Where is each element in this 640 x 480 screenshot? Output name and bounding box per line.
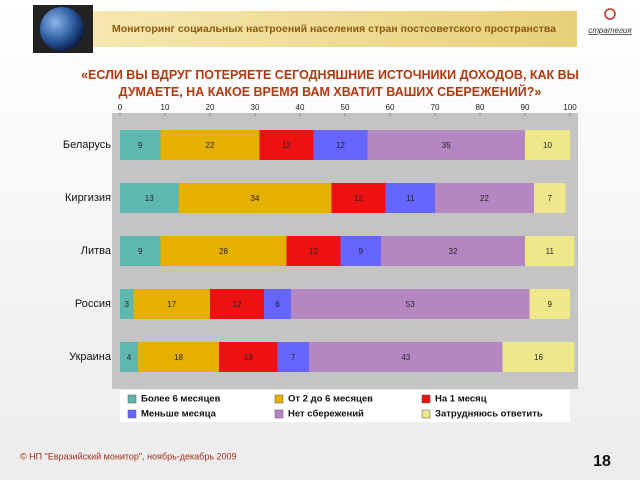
value-label: 35: [442, 141, 451, 150]
value-label: 12: [282, 141, 291, 150]
legend-box: [120, 390, 570, 422]
value-label: 4: [127, 353, 132, 362]
bar-segment: [160, 130, 260, 160]
y-tick-label: Киргизия: [65, 192, 111, 204]
logo: стратегия: [588, 26, 632, 35]
value-label: 7: [291, 353, 296, 362]
bar-segment: [525, 236, 575, 266]
value-label: 10: [543, 141, 552, 150]
logo-icon: [604, 8, 616, 20]
x-tick-label: 30: [251, 103, 260, 112]
x-tick-label: 0: [118, 103, 123, 112]
value-label: 13: [145, 194, 154, 203]
value-label: 43: [401, 353, 410, 362]
bar-segment: [286, 236, 341, 266]
bar-segment: [381, 236, 525, 266]
x-tick-label: 70: [431, 103, 440, 112]
bar-segment: [435, 183, 534, 213]
bar-segment: [340, 236, 381, 266]
y-tick-label: Беларусь: [63, 139, 111, 151]
bar-segment: [291, 289, 530, 319]
x-tick-label: 10: [161, 103, 170, 112]
legend-label: Затрудняюсь ответить: [435, 409, 543, 420]
value-label: 22: [206, 141, 215, 150]
value-label: 11: [546, 247, 555, 256]
chart-title: «ЕСЛИ ВЫ ВДРУГ ПОТЕРЯЕТЕ СЕГОДНЯШНИЕ ИСТ…: [81, 68, 579, 99]
bar-segment: [120, 289, 134, 319]
x-tick-label: 40: [296, 103, 305, 112]
value-label: 12: [233, 300, 242, 309]
value-label: 12: [336, 141, 345, 150]
value-label: 9: [359, 247, 364, 256]
legend-swatch: [127, 409, 137, 419]
x-tick-label: 50: [341, 103, 350, 112]
legend-label: Меньше месяца: [141, 409, 217, 420]
value-label: 18: [174, 353, 183, 362]
y-tick-label: Украина: [69, 351, 112, 363]
legend-swatch: [274, 409, 284, 419]
legend-label: Нет сбережений: [288, 409, 364, 420]
x-tick-label: 60: [386, 103, 395, 112]
bar-segment: [367, 130, 525, 160]
legend-swatch: [274, 394, 284, 404]
value-label: 3: [125, 300, 130, 309]
x-tick-label: 90: [521, 103, 530, 112]
value-label: 13: [244, 353, 253, 362]
bar-segment: [313, 130, 368, 160]
y-tick-label: Литва: [81, 245, 112, 257]
value-label: 28: [219, 247, 228, 256]
bar-segment: [133, 289, 210, 319]
value-label: 32: [449, 247, 458, 256]
header-title: Мониторинг социальных настроений населен…: [112, 23, 556, 35]
bar-segment: [502, 342, 575, 372]
bar-segment: [178, 183, 332, 213]
bar-segment: [160, 236, 287, 266]
bar-segment: [331, 183, 386, 213]
value-label: 17: [167, 300, 176, 309]
bar-segment: [210, 289, 264, 319]
globe: [40, 7, 84, 51]
bar-segment: [385, 183, 435, 213]
bar-segment: [529, 289, 570, 319]
value-label: 12: [309, 247, 318, 256]
value-label: 6: [275, 300, 280, 309]
value-label: 34: [251, 194, 260, 203]
bar-segment: [264, 289, 291, 319]
bar-segment: [525, 130, 570, 160]
bar-segment: [120, 130, 161, 160]
value-label: 22: [480, 194, 489, 203]
legend-swatch: [127, 394, 137, 404]
legend-swatch: [421, 409, 431, 419]
legend-label: На 1 месяц: [435, 394, 487, 405]
bar-segment: [120, 183, 179, 213]
x-tick-label: 100: [563, 103, 577, 112]
value-label: 12: [354, 194, 363, 203]
page-number: 18: [593, 453, 611, 470]
value-label: 7: [548, 194, 553, 203]
legend-swatch: [421, 394, 431, 404]
x-tick-label: 80: [476, 103, 485, 112]
bar-segment: [534, 183, 566, 213]
footer: © НП "Евразийский монитор", ноябрь-декаб…: [20, 451, 237, 461]
legend-label: Более 6 месяцев: [141, 394, 221, 405]
y-tick-label: Россия: [75, 298, 111, 310]
value-label: 16: [534, 353, 543, 362]
bar-segment: [120, 236, 161, 266]
x-tick-label: 20: [206, 103, 215, 112]
bar-segment: [138, 342, 219, 372]
value-label: 9: [138, 141, 143, 150]
value-label: 9: [138, 247, 143, 256]
bar-segment: [259, 130, 314, 160]
bar-segment: [120, 342, 138, 372]
header-band: [92, 11, 577, 47]
bar-segment: [277, 342, 309, 372]
value-label: 11: [406, 194, 415, 203]
bar-segment: [309, 342, 503, 372]
legend-label: От 2 до 6 месяцев: [288, 394, 373, 405]
bar-segment: [219, 342, 278, 372]
value-label: 9: [548, 300, 553, 309]
value-label: 53: [406, 300, 415, 309]
